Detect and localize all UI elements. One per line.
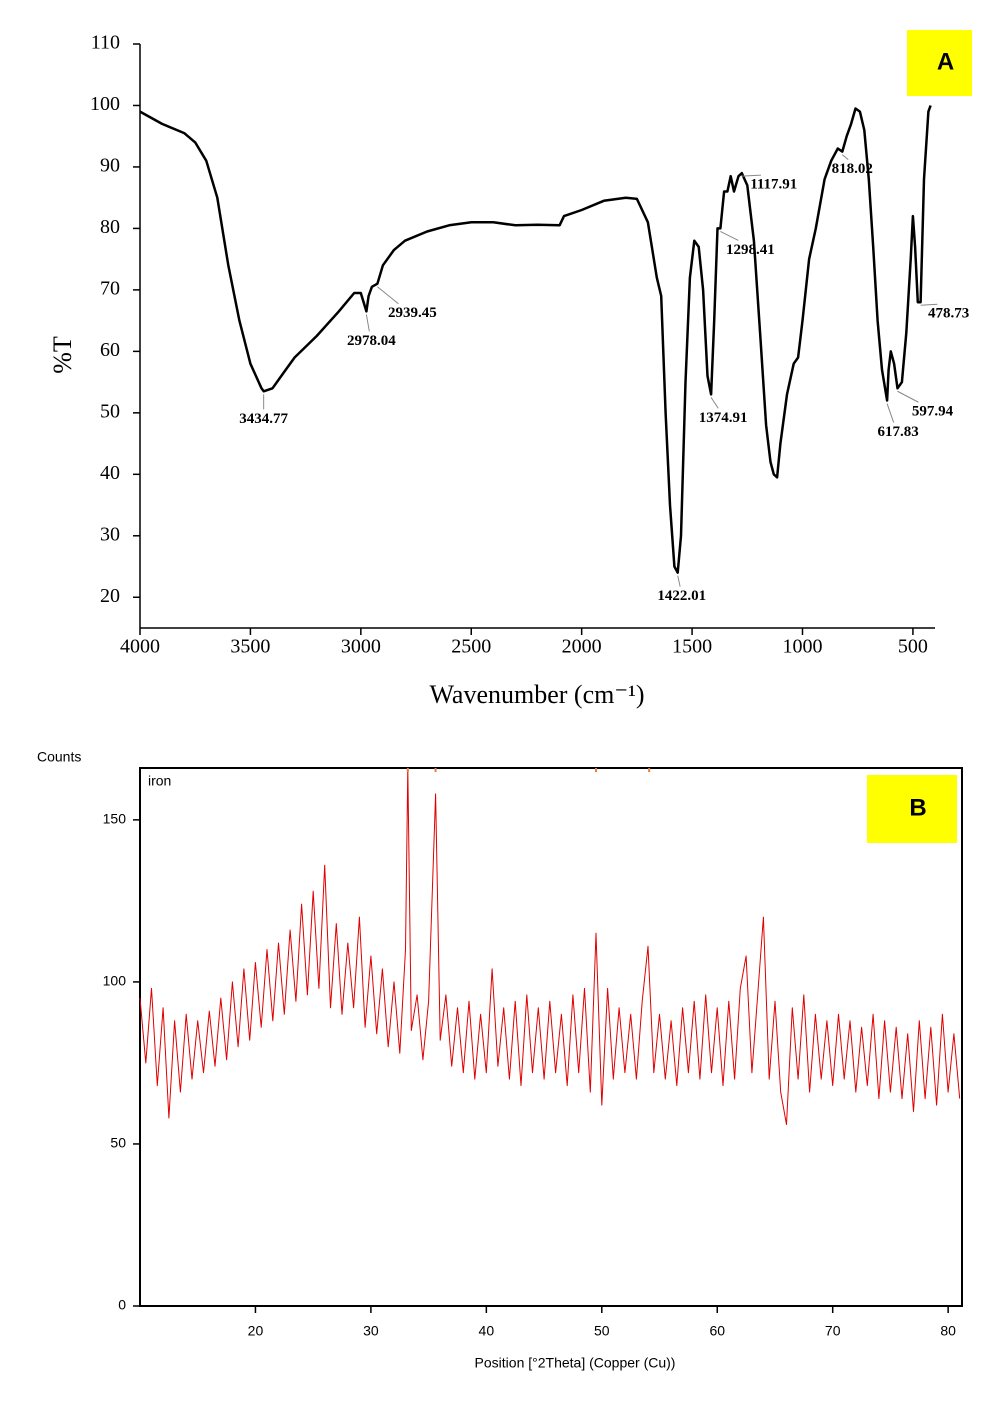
y-tick-label: 50 <box>110 1135 126 1151</box>
x-tick-label: 3000 <box>341 636 381 658</box>
x-tick-label: 20 <box>248 1323 264 1339</box>
panel-label-box <box>867 775 957 843</box>
x-tick-label: 80 <box>940 1323 956 1339</box>
x-axis-label: Wavenumber (cm⁻¹) <box>429 680 644 709</box>
annotation-leader <box>710 397 719 409</box>
y-tick-label: 40 <box>100 462 120 484</box>
peak-label: 1298.41 <box>726 242 775 258</box>
x-tick-label: 60 <box>709 1323 725 1339</box>
x-tick-label: 1000 <box>783 636 823 658</box>
y-tick-label: 70 <box>100 277 120 299</box>
peak-label: 2939.45 <box>388 305 437 321</box>
y-tick-label: 90 <box>100 155 120 177</box>
peak-label: 478.73 <box>928 306 969 322</box>
annotation-leader <box>365 314 370 332</box>
spectrum-line <box>139 105 932 574</box>
series-label: iron <box>148 773 171 789</box>
x-axis-label: Position [°2Theta] (Copper (Cu)) <box>475 1355 676 1371</box>
peak-label: 3434.77 <box>239 411 288 427</box>
y-tick-label: 100 <box>103 973 127 989</box>
peak-label: 818.02 <box>832 161 873 177</box>
y-tick-label: 60 <box>100 339 120 361</box>
peak-label: 2978.04 <box>347 333 396 349</box>
annotation-leader <box>741 174 761 177</box>
x-tick-label: 4000 <box>120 636 160 658</box>
annotation-leader <box>920 303 938 306</box>
y-tick-label: 0 <box>118 1297 126 1313</box>
x-tick-label: 70 <box>825 1323 841 1339</box>
spectrum-line <box>139 767 961 1125</box>
y-tick-label: 20 <box>100 585 120 607</box>
y-tick-label: 110 <box>91 32 120 54</box>
annotation-leader <box>377 286 399 305</box>
y-axis-label: Counts <box>37 749 81 765</box>
peak-label: 617.83 <box>877 424 918 440</box>
peak-label: 1117.91 <box>750 177 797 193</box>
x-tick-label: 2000 <box>562 636 602 658</box>
y-tick-label: 50 <box>100 400 120 422</box>
peak-label: 1374.91 <box>699 410 748 426</box>
x-tick-label: 500 <box>898 636 928 658</box>
x-tick-label: 1500 <box>672 636 712 658</box>
panel-label-box <box>907 30 972 96</box>
x-tick-label: 30 <box>363 1323 379 1339</box>
x-tick-label: 2500 <box>451 636 491 658</box>
y-tick-label: 30 <box>100 523 120 545</box>
annotation-leader <box>841 154 849 160</box>
y-tick-label: 100 <box>90 93 120 115</box>
plot-frame <box>139 767 963 1307</box>
annotation-leader <box>886 403 895 423</box>
x-tick-label: 50 <box>594 1323 610 1339</box>
annotation-leader <box>677 575 681 587</box>
x-tick-label: 3500 <box>230 636 270 658</box>
peak-label: 1422.01 <box>657 588 706 604</box>
y-tick-label: 150 <box>103 811 127 827</box>
panel-label: A <box>937 48 954 75</box>
annotation-leader <box>897 390 919 403</box>
peak-label: 597.94 <box>912 404 954 420</box>
y-tick-label: 80 <box>100 216 120 238</box>
x-tick-label: 40 <box>479 1323 495 1339</box>
panel-label: B <box>909 794 926 821</box>
y-axis-label: %T <box>48 336 77 374</box>
annotation-leader <box>720 230 739 241</box>
